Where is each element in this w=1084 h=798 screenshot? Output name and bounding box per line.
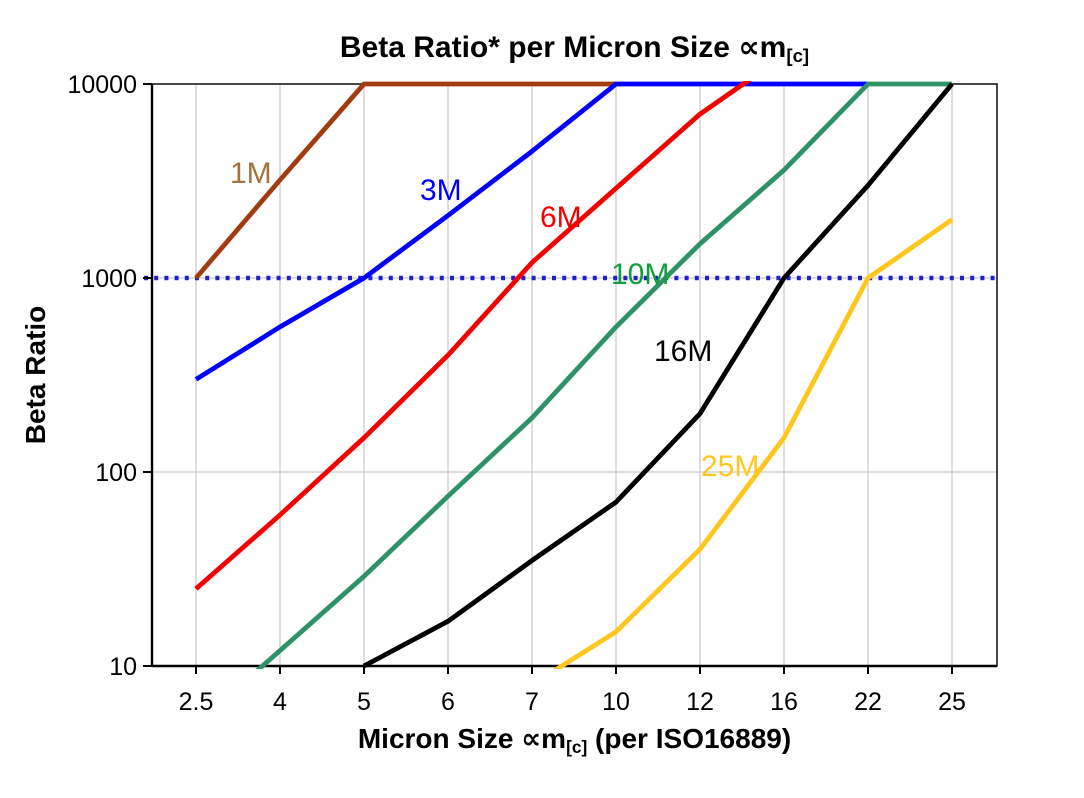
x-tick-label: 12	[686, 688, 714, 716]
chart-title: Beta Ratio* per Micron Size ∝m[c]	[152, 30, 997, 67]
x-axis-title-symbol: ∝m	[521, 723, 567, 754]
x-axis-title-subscript: [c]	[566, 736, 588, 757]
series-line-16M	[362, 82, 954, 669]
series-label-10M: 10M	[611, 258, 669, 291]
y-tick-label: 1000	[81, 265, 137, 293]
series-label-3M: 3M	[420, 174, 462, 207]
y-axis-title: Beta Ratio	[20, 305, 51, 445]
series-label-1M: 1M	[230, 157, 272, 190]
x-tick-label: 4	[273, 688, 287, 716]
x-axis-title: Micron Size ∝m[c] (per ISO16889)	[152, 722, 997, 757]
x-tick-label: 25	[938, 688, 966, 716]
x-tick-label: 2.5	[179, 688, 214, 716]
series-label-6M: 6M	[540, 201, 582, 234]
y-tick-label: 100	[95, 459, 137, 487]
x-tick-label: 5	[357, 688, 371, 716]
series-label-16M: 16M	[654, 335, 712, 368]
y-tick-label: 10	[109, 653, 137, 681]
chart-title-subscript: [c]	[786, 45, 810, 67]
series-line-10M	[255, 81, 952, 669]
series-label-25M: 25M	[701, 450, 759, 483]
x-tick-label: 22	[854, 688, 882, 716]
x-tick-label: 6	[441, 688, 455, 716]
chart-title-symbol: ∝m	[738, 31, 787, 64]
series-line-6M	[194, 81, 752, 591]
x-tick-label: 16	[770, 688, 798, 716]
x-axis-title-text: Micron Size	[357, 723, 522, 754]
x-tick-label: 7	[525, 688, 539, 716]
series-line-1M	[194, 81, 616, 280]
y-tick-label: 10000	[67, 71, 137, 99]
x-tick-label: 10	[602, 688, 630, 716]
series-line-3M	[194, 81, 868, 382]
chart-title-text: Beta Ratio* per Micron Size	[339, 31, 739, 64]
x-axis-title-suffix: (per ISO16889)	[587, 723, 792, 754]
series-line-25M	[552, 217, 954, 669]
